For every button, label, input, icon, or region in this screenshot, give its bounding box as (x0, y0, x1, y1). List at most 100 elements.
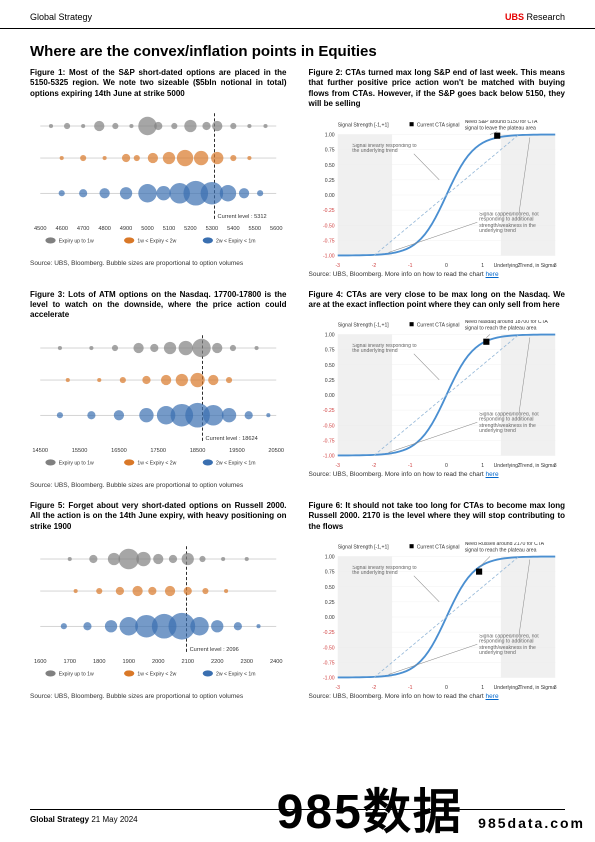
svg-text:Signal Strength [-1,+1]: Signal Strength [-1,+1] (337, 544, 389, 550)
figure-grid: Figure 1: Most of the S&P short-dated op… (0, 68, 595, 700)
svg-text:-0.75: -0.75 (322, 238, 334, 244)
svg-text:4600: 4600 (55, 226, 68, 232)
svg-text:Current CTA signal: Current CTA signal (416, 544, 459, 550)
svg-text:0: 0 (445, 262, 448, 268)
svg-text:4700: 4700 (77, 226, 90, 232)
svg-text:Current CTA signal: Current CTA signal (416, 122, 459, 128)
svg-text:1w < Expiry < 2w: 1w < Expiry < 2w (137, 671, 176, 677)
svg-text:-0.25: -0.25 (322, 208, 334, 214)
figure-title: Figure 4: CTAs are very close to be max … (309, 290, 566, 311)
figure-title: Figure 6: It should not take too long fo… (309, 501, 566, 532)
svg-text:0: 0 (445, 685, 448, 691)
svg-text:Expiry up to 1w: Expiry up to 1w (59, 239, 94, 245)
svg-text:1: 1 (481, 262, 484, 268)
figure-title: Figure 2: CTAs turned max long S&P end o… (309, 68, 566, 110)
bubble-chart: Current level : 5312 4500 4600 4700 4800 4900… (30, 105, 286, 259)
svg-text:0.75: 0.75 (324, 147, 334, 153)
svg-text:-0.75: -0.75 (322, 439, 334, 445)
svg-text:1600: 1600 (34, 659, 47, 665)
svg-text:Current level : 5312: Current level : 5312 (218, 214, 267, 220)
svg-text:5300: 5300 (206, 226, 219, 232)
chart-info-link[interactable]: here (486, 471, 499, 478)
svg-text:2000: 2000 (152, 659, 165, 665)
svg-text:-0.50: -0.50 (322, 645, 334, 651)
chart-container: -1.00-0.75-0.50-0.250.000.250.500.751.00… (309, 316, 566, 466)
chart-container: -1.00-0.75-0.50-0.250.000.250.500.751.00… (309, 538, 566, 688)
svg-text:15500: 15500 (72, 448, 88, 454)
figure-source: Source: UBS, Bloomberg. More info on how… (309, 271, 566, 278)
svg-text:-1.00: -1.00 (322, 454, 334, 460)
svg-text:0.50: 0.50 (324, 363, 334, 369)
svg-text:Signal Strength [-1,+1]: Signal Strength [-1,+1] (337, 122, 389, 128)
svg-text:2100: 2100 (181, 659, 194, 665)
svg-text:1: 1 (481, 463, 484, 469)
svg-text:5000: 5000 (141, 226, 154, 232)
chart-container: Current level : 209616001700180019002000… (30, 538, 287, 688)
svg-text:19500: 19500 (229, 448, 245, 454)
figure-panel: Figure 2: CTAs turned max long S&P end o… (309, 68, 566, 278)
svg-text:0: 0 (445, 463, 448, 469)
figure-panel: Figure 4: CTAs are very close to be max … (309, 290, 566, 489)
svg-text:5400: 5400 (227, 226, 240, 232)
svg-text:-0.50: -0.50 (322, 223, 334, 229)
figure-source: Source: UBS, Bloomberg. Bubble sizes are… (30, 482, 287, 489)
svg-text:1w < Expiry < 2w: 1w < Expiry < 2w (137, 239, 176, 245)
header-right: UBS Research (505, 12, 565, 22)
svg-text:20500: 20500 (268, 448, 284, 454)
figure-panel: Figure 5: Forget about very short-dated … (30, 501, 287, 700)
svg-text:4800: 4800 (98, 226, 111, 232)
svg-text:2w < Expiry < 1m: 2w < Expiry < 1m (216, 671, 255, 677)
svg-text:-0.25: -0.25 (322, 630, 334, 636)
svg-text:-3: -3 (335, 685, 340, 691)
figure-title: Figure 3: Lots of ATM options on the Nas… (30, 290, 287, 321)
svg-text:4900: 4900 (120, 226, 133, 232)
chart-container: Current level : 5312 4500 4600 4700 4800 4900… (30, 105, 287, 255)
svg-text:0.00: 0.00 (324, 615, 334, 621)
svg-text:1.00: 1.00 (324, 554, 334, 560)
svg-text:0.00: 0.00 (324, 193, 334, 199)
svg-text:Underlying Trend, in Sigma: Underlying Trend, in Sigma (493, 685, 555, 691)
svg-text:0.50: 0.50 (324, 162, 334, 168)
cta-chart: -1.00-0.75-0.50-0.250.000.250.500.751.00… (309, 316, 565, 470)
svg-text:-2: -2 (371, 685, 376, 691)
svg-text:1800: 1800 (93, 659, 106, 665)
svg-text:5600: 5600 (270, 226, 283, 232)
svg-text:2300: 2300 (240, 659, 253, 665)
page-title: Where are the convex/inflation points in… (0, 29, 595, 68)
chart-info-link[interactable]: here (486, 271, 499, 278)
svg-text:4500: 4500 (34, 226, 47, 232)
svg-text:Current CTA signal: Current CTA signal (416, 323, 459, 329)
watermark: 985数据 985data.com (277, 772, 585, 842)
figure-source: Source: UBS, Bloomberg. More info on how… (309, 693, 566, 700)
svg-text:-1: -1 (407, 262, 412, 268)
figure-source: Source: UBS, Bloomberg. Bubble sizes are… (30, 693, 287, 700)
chart-container: -1.00-0.75-0.50-0.250.000.250.500.751.00… (309, 116, 566, 266)
footer-left: Global Strategy 21 May 2024 (30, 815, 138, 824)
svg-text:0.50: 0.50 (324, 585, 334, 591)
svg-text:14500: 14500 (32, 448, 48, 454)
svg-text:Expiry up to 1w: Expiry up to 1w (59, 460, 94, 466)
bubble-chart: Current level : 209616001700180019002000… (30, 538, 286, 692)
svg-text:5100: 5100 (163, 226, 176, 232)
svg-text:-1: -1 (407, 685, 412, 691)
figure-panel: Figure 1: Most of the S&P short-dated op… (30, 68, 287, 278)
figure-panel: Figure 6: It should not take too long fo… (309, 501, 566, 700)
svg-text:Signal Strength [-1,+1]: Signal Strength [-1,+1] (337, 323, 389, 329)
svg-text:5200: 5200 (184, 226, 197, 232)
svg-text:0.25: 0.25 (324, 378, 334, 384)
svg-text:0.75: 0.75 (324, 348, 334, 354)
svg-text:16500: 16500 (111, 448, 127, 454)
svg-text:17500: 17500 (150, 448, 166, 454)
figure-source: Source: UBS, Bloomberg. More info on how… (309, 471, 566, 478)
cta-chart: -1.00-0.75-0.50-0.250.000.250.500.751.00… (309, 538, 565, 692)
svg-text:0.00: 0.00 (324, 393, 334, 399)
svg-text:0.25: 0.25 (324, 177, 334, 183)
chart-info-link[interactable]: here (486, 693, 499, 700)
svg-text:5500: 5500 (249, 226, 262, 232)
chart-container: Current level : 186241450015500165001750… (30, 327, 287, 477)
svg-text:2400: 2400 (270, 659, 283, 665)
svg-text:18500: 18500 (190, 448, 206, 454)
svg-text:Underlying Trend, in Sigma: Underlying Trend, in Sigma (493, 262, 555, 268)
svg-text:-3: -3 (335, 262, 340, 268)
header-left: Global Strategy (30, 12, 92, 22)
